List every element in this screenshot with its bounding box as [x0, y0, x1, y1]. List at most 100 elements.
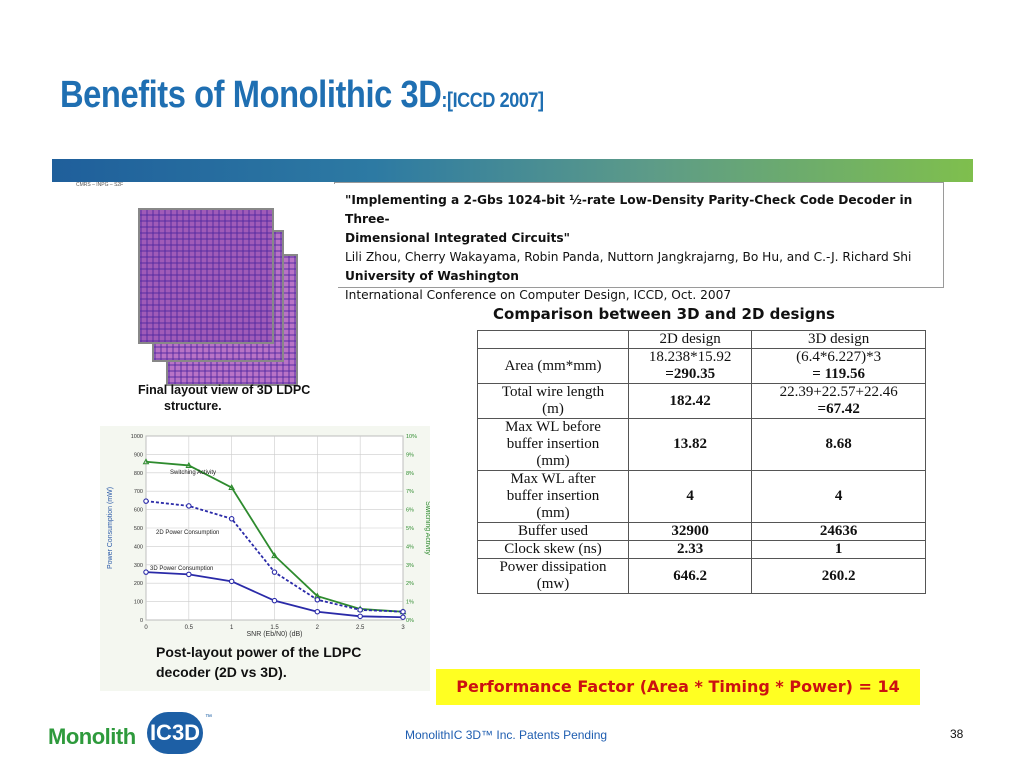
series-point	[185, 461, 193, 468]
cell-2d: 182.42	[627, 383, 753, 419]
row-label-line: Max WL before	[505, 419, 601, 435]
x-tick-label: 0	[144, 625, 148, 631]
cell-3d: 22.39+22.57+22.46 =67.42	[751, 383, 926, 419]
table-row: Power dissipation (mw) 646.2 260.2	[477, 558, 926, 594]
y2-tick-label: 7%	[406, 489, 414, 495]
table-row: Max WL before buffer insertion (mm) 13.82 8.…	[477, 418, 926, 471]
series-point	[228, 516, 235, 522]
monolithic3d-logo: Monolith IC3D ™	[48, 710, 218, 760]
layout-figure: Final layout view of 3D LDPC structure.	[128, 184, 338, 414]
series-label: Switching Activity	[170, 470, 216, 476]
series-point	[271, 552, 278, 559]
cell-2d-line: 4	[686, 488, 694, 504]
cell-3d-line: 1	[834, 541, 843, 557]
table-header-cell: 2D design	[627, 330, 753, 349]
layout-source-text: CMRS – INPG – S2F	[76, 182, 124, 188]
y-tick-label: 600	[134, 508, 143, 514]
table-row: Buffer used 32900 24636	[477, 522, 926, 541]
row-label: Buffer used	[477, 522, 629, 541]
series-point	[357, 613, 363, 620]
cell-3d: 1	[751, 540, 926, 559]
cell-3d-line: (6.4*6.227)*3	[796, 349, 882, 365]
table-row: Total wire length (m) 182.42 22.39+22.57+22…	[477, 383, 926, 419]
y-tick-label: 0	[140, 618, 143, 624]
cell-2d-line: 32900	[671, 523, 709, 539]
table-row: Max WL after buffer insertion (mm) 4 4	[477, 470, 926, 523]
y2-tick-label: 2%	[406, 581, 414, 587]
y-tick-label: 900	[134, 452, 143, 458]
series-point	[271, 569, 278, 575]
row-label-line: Total wire length	[501, 384, 605, 400]
series-point	[228, 578, 235, 585]
cell-3d: (6.4*6.227)*3 = 119.56	[751, 348, 926, 384]
y2-axis-label: Switching Activity	[424, 501, 430, 555]
y2-tick-label: 3%	[406, 563, 414, 569]
cell-2d: 13.82	[627, 418, 753, 471]
row-label-line: buffer insertion	[506, 488, 600, 504]
row-label-line: buffer insertion	[506, 436, 600, 452]
row-label-line: (mw)	[536, 576, 570, 592]
row-label: Total wire length (m)	[477, 383, 629, 419]
x-tick-label: 0.5	[185, 625, 194, 631]
y2-tick-label: 6%	[406, 508, 414, 514]
row-label-line: Power dissipation	[499, 559, 607, 575]
y-tick-label: 300	[134, 563, 143, 569]
row-label: Max WL after buffer insertion (mm)	[477, 470, 629, 523]
paper-authors: Lili Zhou, Cherry Wakayama, Robin Panda,…	[345, 250, 912, 264]
power-plot-panel: 0 0.5 1 1.5 2 2.5 3 0 100 200 300 400 500 600 700 800 90…	[100, 426, 430, 691]
row-label-line: (mm)	[536, 505, 570, 521]
x-tick-label: 2.5	[356, 625, 365, 631]
cell-2d: 32900	[627, 522, 753, 541]
x-axis-label: SNR (Eb/N0) (dB)	[246, 631, 302, 638]
cell-2d-line: 646.2	[673, 567, 708, 584]
cell-3d: 24636	[751, 522, 926, 541]
row-label-line: Max WL after	[510, 471, 596, 487]
y-tick-label: 1000	[131, 434, 143, 440]
x-tick-label: 1	[230, 625, 234, 631]
cell-2d: 4	[627, 470, 753, 523]
y2-tick-label: 4%	[406, 544, 414, 550]
x-tick-label: 3	[401, 625, 405, 631]
series-point	[400, 608, 406, 615]
table-row: Clock skew (ns) 2.33 1	[477, 540, 926, 559]
table-header-row: 2D design 3D design	[477, 330, 926, 349]
cell-3d-line: 4	[834, 488, 843, 504]
series-label: 2D Power Consumption	[156, 530, 219, 536]
series-point	[228, 483, 236, 491]
y2-tick-label: 0%	[406, 618, 414, 624]
series-point	[357, 607, 363, 613]
paper-venue: International Conference on Computer Des…	[345, 288, 732, 302]
cell-3d-line: 24636	[819, 523, 858, 539]
paper-affiliation: University of Washington	[345, 269, 519, 283]
row-label: Clock skew (ns)	[477, 540, 629, 559]
cell-2d: 646.2	[627, 558, 753, 594]
footer-text: MonolithIC 3D™ Inc. Patents Pending	[405, 728, 608, 742]
paper-title-line2: Dimensional Integrated Circuits"	[345, 231, 571, 245]
series-point	[314, 608, 321, 615]
row-label-line: Buffer used	[517, 523, 589, 539]
cell-3d: 4	[751, 470, 926, 523]
row-label-line: Area (mm*mm)	[504, 357, 602, 374]
x-tick-label: 2	[316, 625, 320, 631]
y2-tick-label: 10%	[406, 434, 417, 440]
layout-caption-line2: structure.	[164, 399, 222, 413]
row-label-line: (mm)	[536, 453, 570, 469]
series-point	[143, 498, 149, 504]
series-point	[271, 597, 278, 604]
x-tick-label: 1.5	[270, 625, 279, 631]
row-label-line: Clock skew (ns)	[504, 541, 602, 557]
y-tick-label: 800	[134, 471, 143, 477]
series-point	[143, 569, 149, 575]
table-row: Area (mm*mm) 18.238*15.92 =290.35 (6.4*6.22…	[477, 348, 926, 384]
y2-tick-label: 9%	[406, 452, 414, 458]
y2-tick-label: 5%	[406, 526, 414, 532]
paper-citation-box: "Implementing a 2-Gbs 1024-bit ½-rate Lo…	[334, 182, 944, 302]
cell-2d: 18.238*15.92 =290.35	[627, 348, 753, 384]
series-point	[142, 458, 150, 465]
y2-tick-label: 1%	[406, 600, 414, 606]
series-point	[186, 571, 192, 578]
cell-2d-line: =290.35	[665, 366, 716, 382]
power-plot: 0 0.5 1 1.5 2 2.5 3 0 100 200 300 400 500 600 700 800 90…	[107, 434, 430, 638]
row-label-line: (m)	[542, 401, 564, 417]
cell-2d-line: 2.33	[677, 541, 704, 557]
